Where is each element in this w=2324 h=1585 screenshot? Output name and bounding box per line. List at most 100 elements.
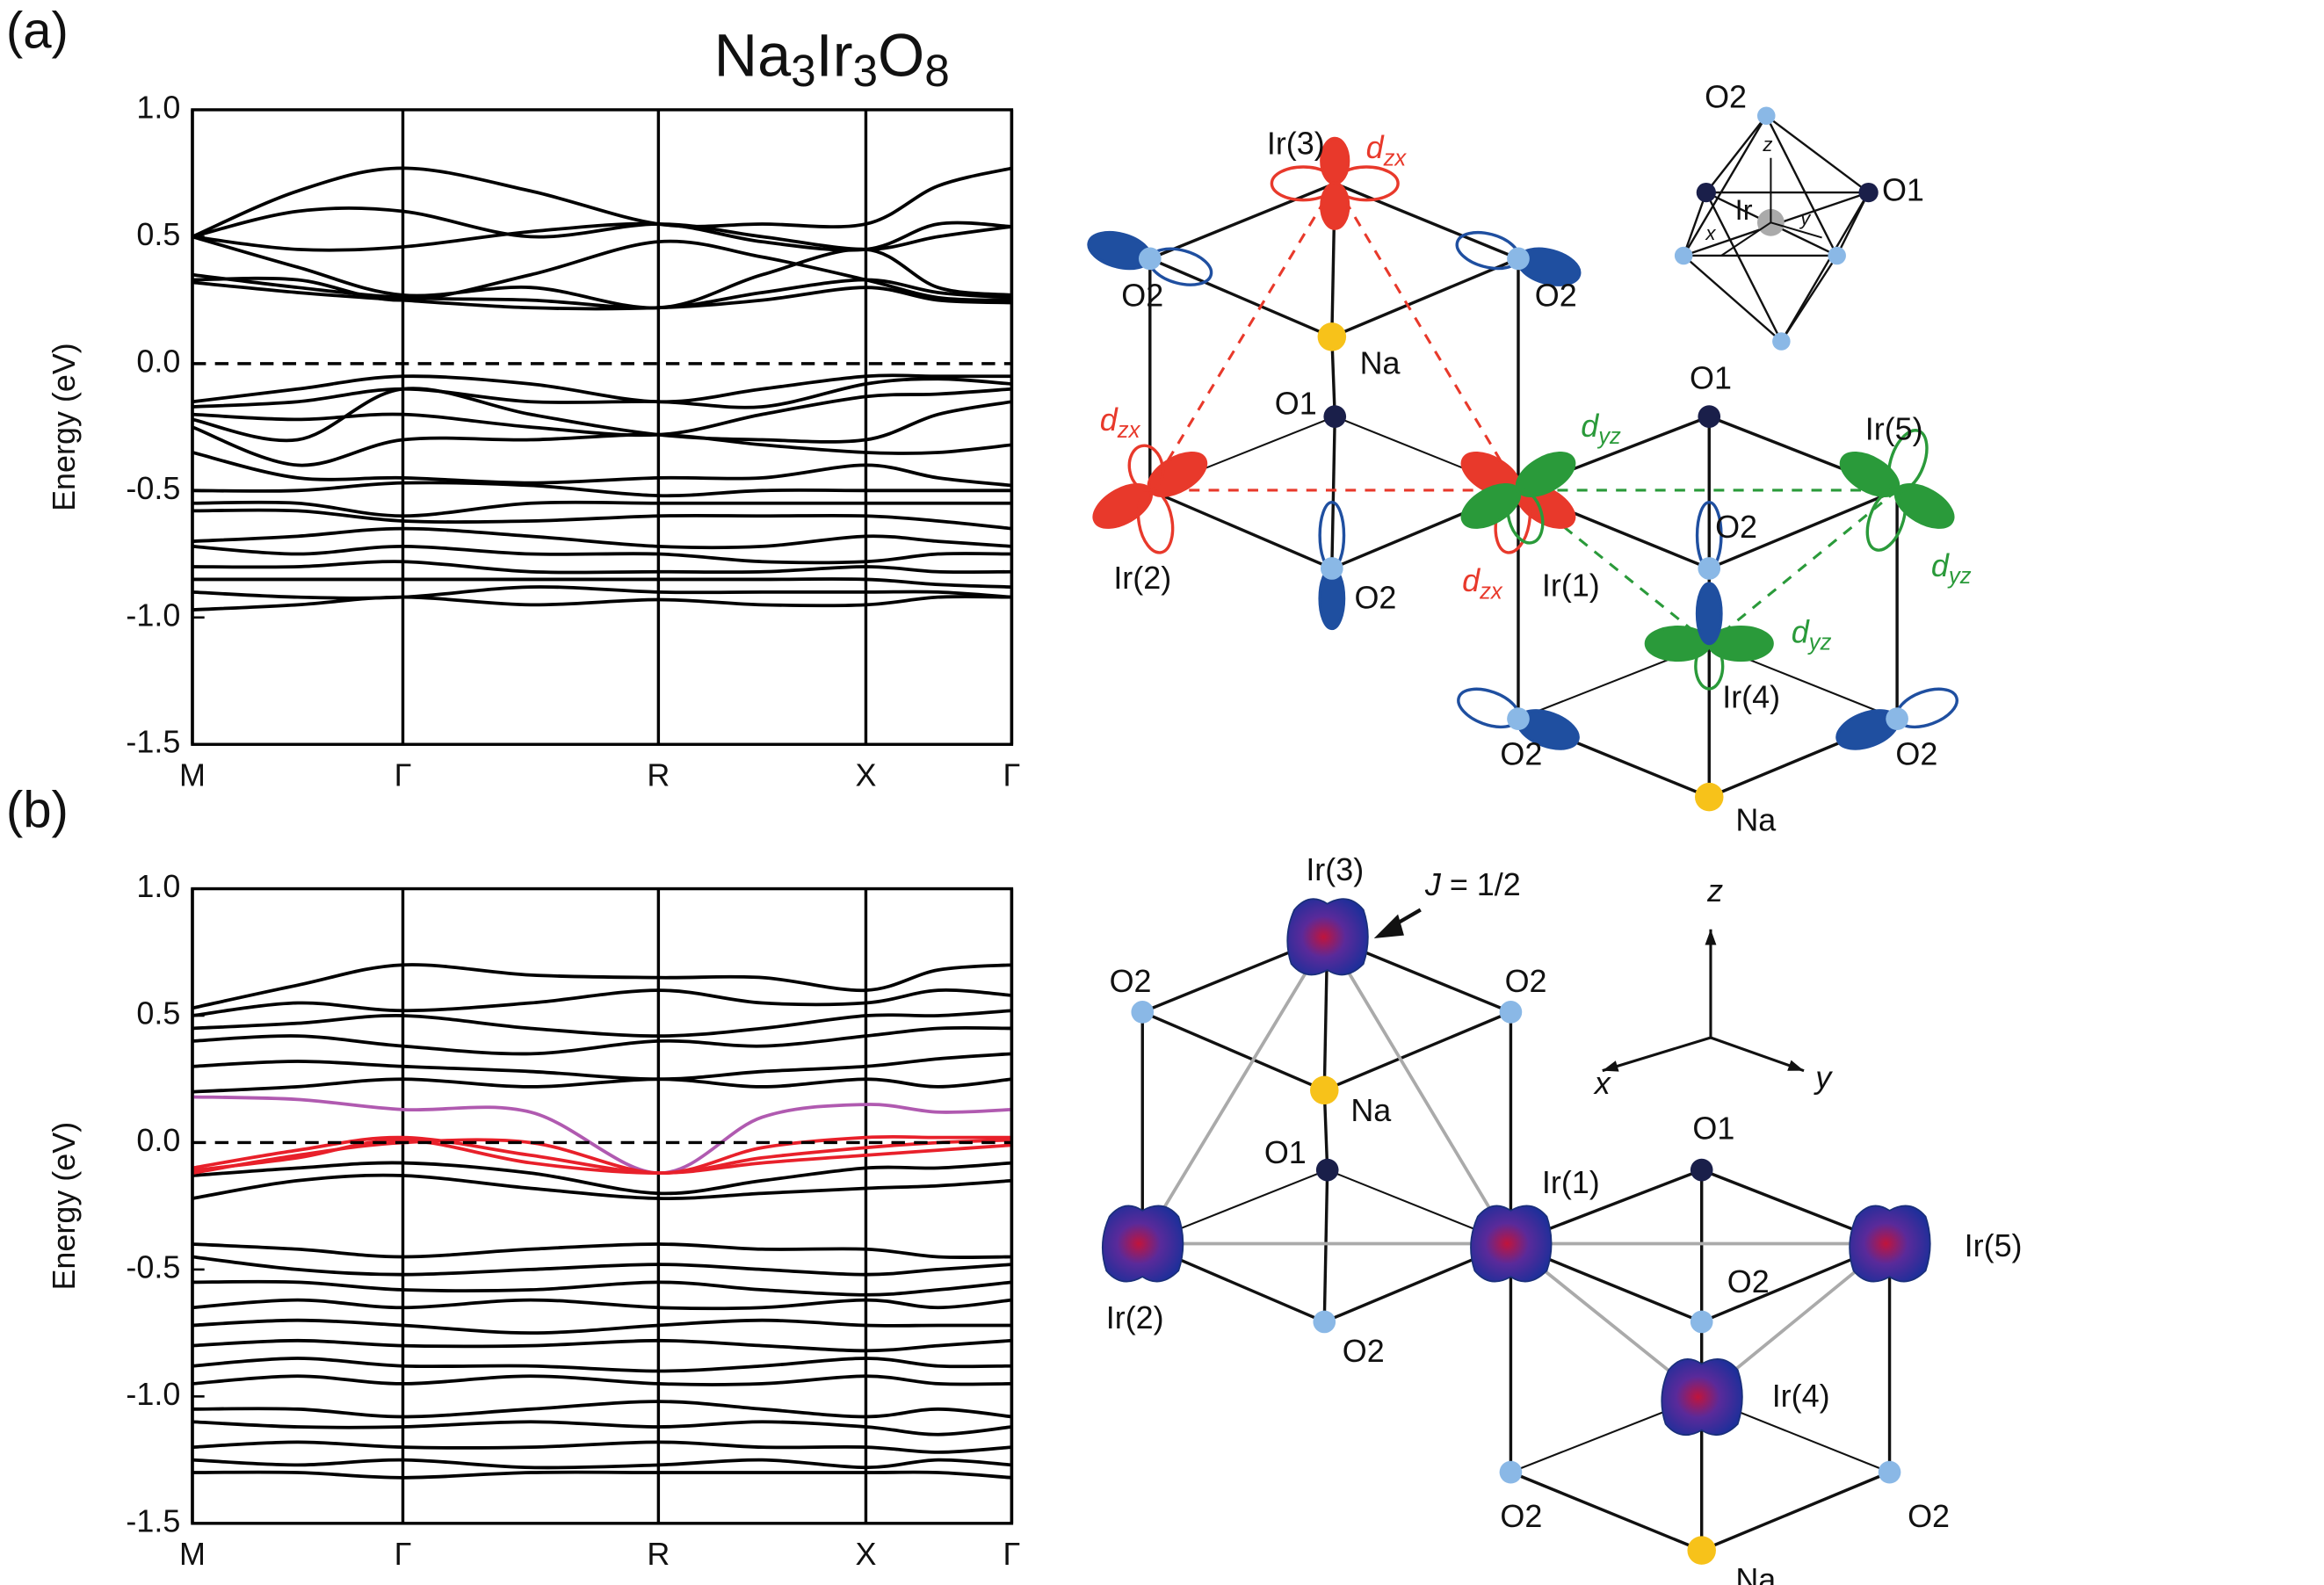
band: [192, 1255, 1012, 1277]
atom-na: [1317, 322, 1347, 351]
bond-line: [1322, 1169, 1329, 1322]
atom-label: O1: [1692, 1111, 1734, 1147]
axis-arrowhead: [1705, 929, 1717, 945]
plot-frame: [191, 108, 1014, 746]
orbital-lobe: [1695, 582, 1723, 646]
band: [192, 387, 1012, 444]
atom-o1: [1698, 405, 1721, 428]
y-tick-label: -1.0: [126, 597, 180, 633]
orbital-label: dzx: [1462, 563, 1503, 604]
x-tick-label: M: [179, 756, 206, 792]
atom-label: O2: [1505, 963, 1547, 999]
bond-line: [1835, 192, 1870, 257]
x-tick-label: Γ: [1003, 756, 1021, 792]
atom-label: O2: [1727, 1263, 1770, 1299]
bond-line: [1701, 1471, 1891, 1552]
orbital-label: dyz: [1931, 547, 1972, 589]
inset-label: x: [1705, 222, 1716, 244]
band: [192, 1279, 1012, 1297]
bond-line: [1705, 115, 1768, 193]
atom-label: Ir(4): [1772, 1378, 1830, 1414]
atom-label: Na: [1735, 1561, 1776, 1585]
formula-element: Ir: [816, 22, 853, 90]
orbital-lobe: [1320, 136, 1350, 185]
orbital-main: d: [1581, 408, 1599, 444]
panel-label: (b): [6, 781, 69, 838]
bond-line: [1140, 936, 1329, 1245]
bond-line: [1780, 255, 1838, 343]
axis-arrow: [1770, 221, 1822, 239]
band: [192, 1009, 1012, 1038]
formula-subscript: 3: [852, 45, 878, 95]
band: [192, 1357, 1012, 1373]
band: [192, 1173, 1012, 1201]
atom-o2: [1878, 1460, 1901, 1484]
axis-label: y: [1813, 1059, 1833, 1095]
atom-na: [1310, 1075, 1339, 1105]
atom-label: Ir(3): [1306, 851, 1364, 887]
band: [192, 577, 1012, 589]
bond-line: [1149, 182, 1336, 260]
atom-o1: [1858, 182, 1879, 203]
j-value: = 1/2: [1441, 866, 1521, 902]
atom-label: Na: [1350, 1092, 1391, 1128]
bands: [192, 166, 1012, 612]
orbital-label: dyz: [1581, 408, 1621, 449]
atom-label: O2: [1895, 735, 1937, 771]
atom-o2: [1320, 557, 1343, 580]
band: [192, 988, 1012, 1017]
atom-label: Ir(2): [1106, 1299, 1164, 1335]
atom-label: Ir(4): [1722, 678, 1780, 714]
atom-o2: [1131, 1001, 1155, 1024]
band: [192, 1420, 1012, 1437]
y-tick-label: 0.0: [136, 1122, 180, 1158]
bond-line: [1780, 192, 1870, 343]
band: [192, 377, 1012, 409]
x-tick-label: X: [855, 756, 876, 792]
orbital-label: dzx: [1366, 130, 1408, 171]
atom-label: Ir(1): [1542, 1164, 1600, 1200]
orbital-sub: yz: [1947, 564, 1972, 589]
band: [192, 963, 1012, 1010]
j-half-orbital: [1286, 898, 1369, 976]
bond-line: [1323, 1010, 1512, 1092]
y-tick-label: 0.0: [136, 343, 180, 379]
band: [192, 280, 1012, 311]
band: [192, 500, 1012, 518]
axis-arrowhead: [1602, 1060, 1619, 1072]
atom-label: O2: [1500, 735, 1542, 771]
band: [192, 1400, 1012, 1419]
orbital-lobe: [1865, 488, 1908, 552]
formula-subscript: 3: [791, 45, 816, 95]
x-tick-label: M: [179, 1536, 206, 1572]
band: [192, 1161, 1012, 1196]
inset-label: O1: [1882, 172, 1924, 208]
bond-line: [1331, 257, 1519, 338]
axis-arrow: [1710, 1036, 1805, 1073]
band: [192, 425, 1012, 467]
band: [192, 595, 1012, 612]
atom-o2: [1698, 557, 1721, 580]
x-tick-label: Γ: [1003, 1536, 1021, 1572]
atom-o2: [1313, 1310, 1336, 1334]
atom-label: Na: [1735, 802, 1776, 838]
band: [192, 1318, 1012, 1335]
orbital-sub: yz: [1596, 424, 1621, 449]
bond-line: [1683, 255, 1783, 343]
band: [192, 560, 1012, 575]
atom-label: Ir(3): [1267, 126, 1325, 162]
orbital-lobe: [1127, 444, 1165, 492]
x-tick-label: R: [647, 1536, 670, 1572]
bands: [192, 963, 1012, 1480]
j-half-orbital: [1849, 1205, 1931, 1283]
bond-line: [1148, 183, 1336, 491]
atom-label: Ir(2): [1113, 560, 1171, 596]
orbital-lobe: [1320, 182, 1350, 230]
band: [192, 1025, 1012, 1056]
orbital-lobe: [1694, 641, 1725, 691]
formula-element: Na: [714, 22, 792, 90]
atom-o2: [1757, 106, 1776, 126]
atom-o2: [1507, 707, 1530, 730]
band: [192, 1374, 1012, 1386]
orbital-sub: zx: [1383, 146, 1408, 170]
